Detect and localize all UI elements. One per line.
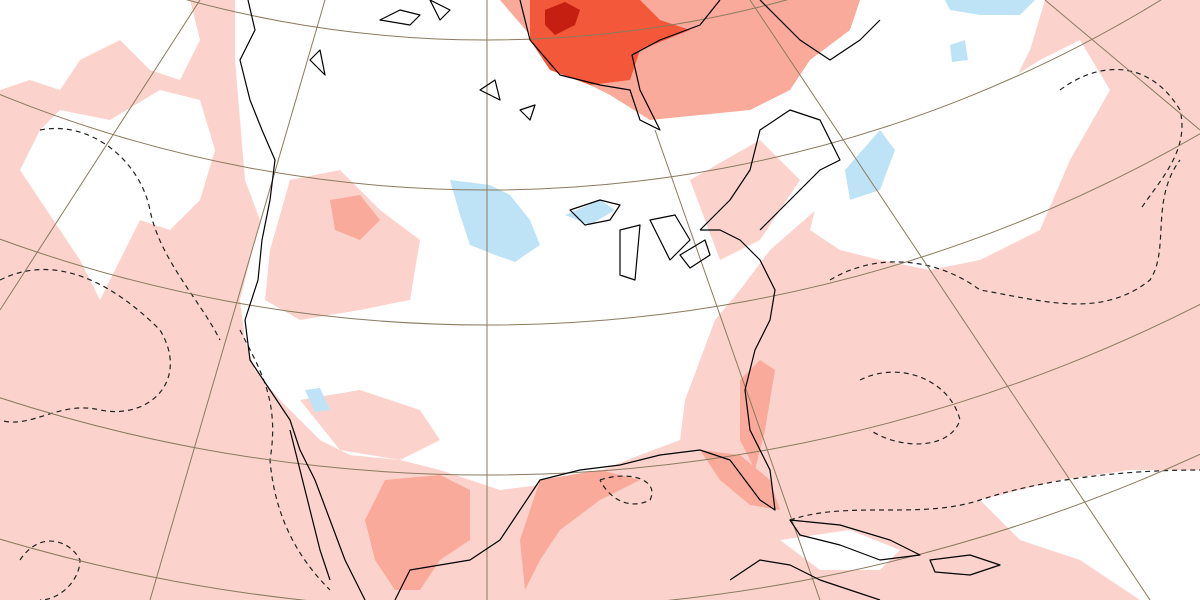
neutral-atlantic xyxy=(810,40,1110,270)
neutral-region xyxy=(235,0,1045,490)
warm-very-strong xyxy=(545,2,580,35)
meridian xyxy=(0,0,201,311)
great-lakes xyxy=(569,199,711,281)
cuba xyxy=(789,519,921,561)
warm-medium xyxy=(365,475,470,590)
warm-patch xyxy=(265,170,420,320)
contour xyxy=(0,269,171,423)
neutral-pacific xyxy=(20,90,215,300)
contour xyxy=(829,159,1181,305)
contour xyxy=(1059,68,1183,211)
meridian xyxy=(149,0,326,600)
hispaniola xyxy=(929,554,1001,576)
contour xyxy=(19,540,81,600)
meridian xyxy=(654,129,821,600)
cool-region xyxy=(565,200,615,225)
neutral-caribbean xyxy=(780,530,900,570)
cool-region xyxy=(450,180,540,262)
contour xyxy=(859,371,961,445)
neutral-pacific xyxy=(0,0,200,90)
hudson-bay xyxy=(519,0,721,131)
cool-region xyxy=(305,388,330,412)
warm-medium xyxy=(520,470,640,590)
cool-region xyxy=(845,130,895,200)
warm-medium xyxy=(740,360,775,470)
coastline xyxy=(394,229,776,600)
neutral-caribbean xyxy=(980,470,1200,600)
coastline xyxy=(699,109,841,231)
central-america xyxy=(729,559,881,600)
coastline xyxy=(759,0,881,61)
contour xyxy=(39,127,221,341)
coastline xyxy=(289,429,331,581)
cool-region xyxy=(945,0,1035,15)
arctic-islands xyxy=(309,0,536,121)
contour xyxy=(599,475,653,505)
warm-patch xyxy=(300,390,440,460)
warm-medium xyxy=(330,195,380,240)
meridian xyxy=(1044,0,1200,131)
contour xyxy=(789,469,1200,521)
meridian xyxy=(749,0,1151,600)
coastline xyxy=(239,0,366,600)
cool-region xyxy=(950,40,968,62)
warm-medium xyxy=(700,450,780,510)
